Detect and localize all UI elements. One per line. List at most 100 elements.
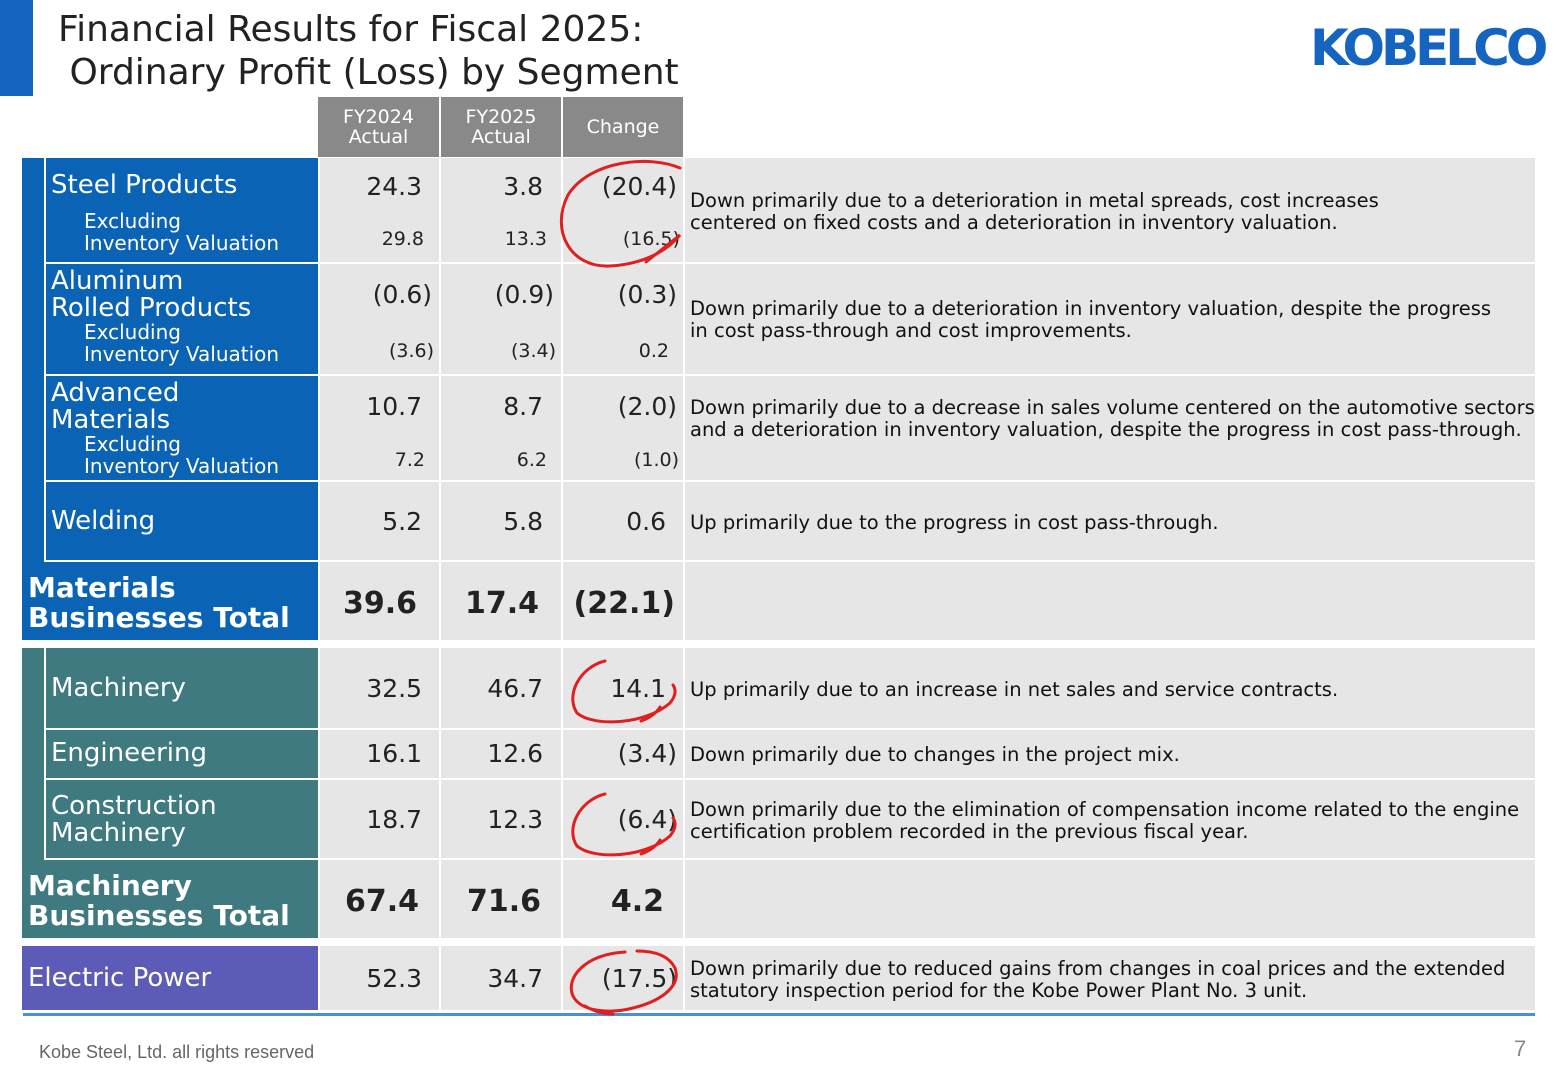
cell [441, 648, 561, 728]
cell [441, 482, 561, 560]
aluminum-sub-fy2025: (3.4) [510, 340, 556, 362]
machinery-total-label: Machinery Businesses Total [28, 871, 290, 931]
cell [441, 158, 561, 262]
steel-comment: Down primarily due to a deterioration in… [690, 189, 1379, 234]
machinery-total-fy2025: 71.6 [466, 884, 541, 919]
materials-total-label-2: Businesses Total [28, 601, 290, 634]
annotation-circle-construction [571, 792, 677, 857]
advanced-name-2: Materials [51, 405, 171, 435]
cell [685, 482, 1535, 560]
aluminum-sub-change: 0.2 [638, 340, 669, 362]
engineering-fy2024: 16.1 [366, 739, 422, 768]
cell [563, 730, 683, 778]
page-title: Financial Results for Fiscal 2025: Ordin… [58, 8, 679, 94]
steel-products-name: Steel Products [51, 170, 238, 200]
red-circle-path [569, 949, 678, 1016]
annotation-circle-electric [569, 949, 678, 1016]
materials-total-label: Materials Businesses Total [28, 573, 290, 633]
machinery-total-label-2: Businesses Total [28, 899, 290, 932]
cell [685, 376, 1535, 480]
cell [441, 860, 561, 938]
page-number: 7 [1514, 1036, 1527, 1061]
cell [685, 730, 1535, 778]
cell [320, 264, 439, 374]
advanced-fy2025: 8.7 [503, 392, 543, 421]
electric-fy2024: 52.3 [366, 964, 422, 993]
cell [685, 780, 1535, 858]
construction-name-1: Construction [51, 791, 217, 821]
machinery-fy2024: 32.5 [366, 674, 422, 703]
title-accent-bar [0, 0, 33, 96]
aluminum-change: (0.3) [617, 280, 677, 309]
header-change-label: Change [586, 116, 660, 138]
construction-change: (6.4) [617, 805, 677, 834]
header-fy2025-line1: FY2025 [465, 106, 537, 128]
advanced-sub-fy2024: 7.2 [394, 449, 425, 471]
kobelco-logo: KOBELCO [1310, 22, 1548, 74]
advanced-sub-label-1: Excluding [84, 432, 181, 456]
divider [44, 728, 318, 730]
aluminum-name-1: Aluminum [51, 266, 184, 296]
advanced-comment: Down primarily due to a decrease in sale… [690, 396, 1535, 441]
steel-fy2024: 24.3 [366, 172, 422, 201]
cell [563, 264, 683, 374]
machinery-label: Machinery [51, 673, 186, 703]
aluminum-fy2025: (0.9) [494, 280, 554, 309]
header-fy2024-line2: Actual [348, 126, 409, 148]
cell [441, 376, 561, 480]
materials-total-label-1: Materials [28, 571, 176, 604]
advanced-name-1: Advanced [51, 378, 180, 408]
footer-copyright: Kobe Steel, Ltd. all rights reserved [39, 1042, 315, 1062]
aluminum-sub-fy2024: (3.6) [388, 340, 434, 362]
cell [320, 946, 439, 1010]
advanced-sub-change: (1.0) [633, 449, 679, 471]
cell [320, 730, 439, 778]
header-fy2025-line2: Actual [471, 126, 531, 148]
machinery-total-fy2024: 67.4 [344, 884, 419, 919]
construction-name-2: Machinery [51, 818, 186, 848]
advanced-change: (2.0) [617, 392, 677, 421]
cell [320, 648, 439, 728]
construction-fy2025: 12.3 [487, 805, 543, 834]
cell [441, 264, 561, 374]
aluminum-fy2024: (0.6) [372, 280, 432, 309]
advanced-sub-fy2025: 6.2 [516, 449, 547, 471]
annotation-circle-steel [559, 159, 682, 268]
cell [320, 860, 439, 938]
materials-total-fy2025: 17.4 [464, 586, 539, 621]
welding-label: Welding [51, 506, 156, 536]
cell [563, 860, 683, 938]
aluminum-label: Aluminum Rolled Products Excluding Inven… [51, 268, 279, 365]
title-line-1: Financial Results for Fiscal 2025: [58, 9, 644, 50]
machinery-comment: Up primarily due to an increase in net s… [690, 678, 1339, 701]
cell [685, 860, 1535, 938]
materials-indent-line [44, 158, 46, 562]
engineering-label: Engineering [51, 738, 207, 768]
header-fy2024-line1: FY2024 [343, 106, 414, 128]
materials-total-change: (22.1) [573, 586, 675, 621]
electric-power-label: Electric Power [28, 963, 212, 993]
advanced-fy2024: 10.7 [366, 392, 422, 421]
divider [44, 858, 318, 860]
annotation-circle-machinery [571, 659, 677, 724]
cell [441, 562, 561, 640]
red-circle-path [571, 659, 677, 724]
cell [441, 730, 561, 778]
divider [44, 480, 318, 482]
aluminum-name-2: Rolled Products [51, 293, 252, 323]
welding-fy2024: 5.2 [382, 507, 422, 536]
divider [44, 778, 318, 780]
steel-sub-fy2024: 29.8 [381, 228, 424, 250]
cell [320, 376, 439, 480]
cell [563, 376, 683, 480]
engineering-fy2025: 12.6 [487, 739, 543, 768]
machinery-change: 14.1 [610, 674, 666, 703]
divider [44, 374, 318, 376]
steel-sub-label-1: Excluding [84, 209, 181, 233]
cell [320, 482, 439, 560]
cell [685, 562, 1535, 640]
materials-segment-block [22, 158, 318, 640]
cell [320, 780, 439, 858]
header-change: Change [563, 97, 683, 157]
cell [441, 780, 561, 858]
